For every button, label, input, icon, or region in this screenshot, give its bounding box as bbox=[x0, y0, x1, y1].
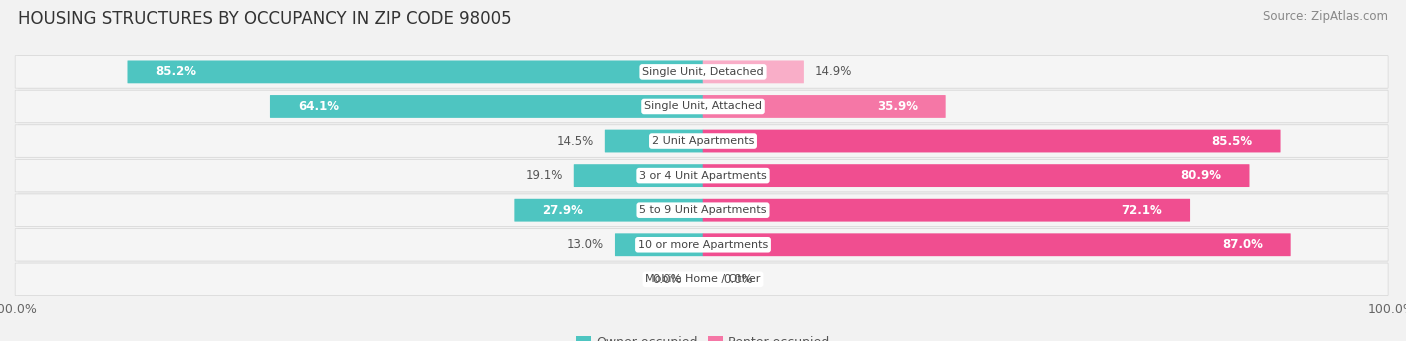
FancyBboxPatch shape bbox=[605, 130, 703, 152]
Text: HOUSING STRUCTURES BY OCCUPANCY IN ZIP CODE 98005: HOUSING STRUCTURES BY OCCUPANCY IN ZIP C… bbox=[18, 10, 512, 28]
Text: Mobile Home / Other: Mobile Home / Other bbox=[645, 275, 761, 284]
FancyBboxPatch shape bbox=[15, 194, 1388, 226]
Text: 19.1%: 19.1% bbox=[526, 169, 562, 182]
Text: 5 to 9 Unit Apartments: 5 to 9 Unit Apartments bbox=[640, 205, 766, 215]
FancyBboxPatch shape bbox=[15, 125, 1388, 157]
Text: 85.2%: 85.2% bbox=[155, 65, 197, 78]
Text: 13.0%: 13.0% bbox=[567, 238, 605, 251]
FancyBboxPatch shape bbox=[128, 60, 703, 83]
FancyBboxPatch shape bbox=[15, 228, 1388, 261]
Text: Source: ZipAtlas.com: Source: ZipAtlas.com bbox=[1263, 10, 1388, 23]
FancyBboxPatch shape bbox=[18, 159, 1388, 192]
FancyBboxPatch shape bbox=[18, 55, 1388, 89]
FancyBboxPatch shape bbox=[703, 164, 1250, 187]
FancyBboxPatch shape bbox=[15, 56, 1388, 88]
FancyBboxPatch shape bbox=[703, 233, 1291, 256]
Text: Single Unit, Detached: Single Unit, Detached bbox=[643, 67, 763, 77]
Text: 14.5%: 14.5% bbox=[557, 135, 595, 148]
FancyBboxPatch shape bbox=[15, 90, 1388, 123]
FancyBboxPatch shape bbox=[18, 124, 1388, 158]
Text: 0.0%: 0.0% bbox=[724, 273, 754, 286]
FancyBboxPatch shape bbox=[703, 60, 804, 83]
Text: 85.5%: 85.5% bbox=[1212, 135, 1253, 148]
Text: 3 or 4 Unit Apartments: 3 or 4 Unit Apartments bbox=[640, 170, 766, 181]
Text: 64.1%: 64.1% bbox=[298, 100, 339, 113]
FancyBboxPatch shape bbox=[703, 199, 1189, 222]
FancyBboxPatch shape bbox=[15, 263, 1388, 296]
Text: Single Unit, Attached: Single Unit, Attached bbox=[644, 102, 762, 112]
Text: 10 or more Apartments: 10 or more Apartments bbox=[638, 240, 768, 250]
FancyBboxPatch shape bbox=[18, 194, 1388, 227]
Text: 0.0%: 0.0% bbox=[652, 273, 682, 286]
FancyBboxPatch shape bbox=[18, 263, 1388, 296]
Text: 14.9%: 14.9% bbox=[814, 65, 852, 78]
Legend: Owner-occupied, Renter-occupied: Owner-occupied, Renter-occupied bbox=[576, 336, 830, 341]
FancyBboxPatch shape bbox=[270, 95, 703, 118]
Text: 87.0%: 87.0% bbox=[1222, 238, 1263, 251]
Text: 72.1%: 72.1% bbox=[1122, 204, 1163, 217]
Text: 2 Unit Apartments: 2 Unit Apartments bbox=[652, 136, 754, 146]
Text: 80.9%: 80.9% bbox=[1181, 169, 1222, 182]
Text: 27.9%: 27.9% bbox=[543, 204, 583, 217]
FancyBboxPatch shape bbox=[703, 130, 1281, 152]
FancyBboxPatch shape bbox=[614, 233, 703, 256]
Text: 35.9%: 35.9% bbox=[877, 100, 918, 113]
FancyBboxPatch shape bbox=[574, 164, 703, 187]
FancyBboxPatch shape bbox=[18, 228, 1388, 261]
FancyBboxPatch shape bbox=[18, 90, 1388, 123]
FancyBboxPatch shape bbox=[515, 199, 703, 222]
FancyBboxPatch shape bbox=[703, 95, 946, 118]
FancyBboxPatch shape bbox=[15, 159, 1388, 192]
